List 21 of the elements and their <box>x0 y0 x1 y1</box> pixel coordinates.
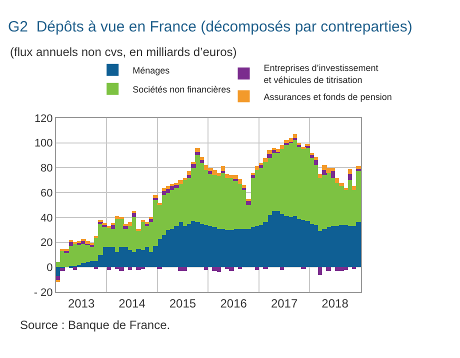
y-tick-label: 100 <box>34 138 53 150</box>
legend-label: Sociétés non financières <box>132 84 232 94</box>
x-tick-label: 2016 <box>220 296 248 310</box>
x-tick-label: 2015 <box>169 296 196 310</box>
y-tick-label: 60 <box>40 187 53 200</box>
source-note: Source : Banque de France. <box>20 318 170 332</box>
chart-subtitle: (flux annuels non cvs, en milliards d’euros) <box>10 45 237 59</box>
y-tick-label: 40 <box>40 212 53 224</box>
chart-title: G2 Dépôts à vue en France (décomposés par contreparties) <box>8 18 412 36</box>
legend-label: Entreprises d’investissement et véhicules de titrisation <box>264 63 379 85</box>
x-tick-label: 2013 <box>68 296 95 310</box>
y-tick-label: 20 <box>40 237 53 250</box>
y-tick-label: - 20 <box>34 286 53 299</box>
x-tick-label: 2018 <box>322 296 349 310</box>
x-tick-label: 2014 <box>118 296 146 310</box>
x-tick-label: 2017 <box>270 296 298 310</box>
y-tick-label: 80 <box>40 162 53 175</box>
y-tick-label: 120 <box>34 112 53 125</box>
legend-label: Ménages <box>132 65 170 76</box>
y-tick-label: 0 <box>46 262 53 274</box>
legend-label: Assurances et fonds de pension <box>264 92 392 102</box>
